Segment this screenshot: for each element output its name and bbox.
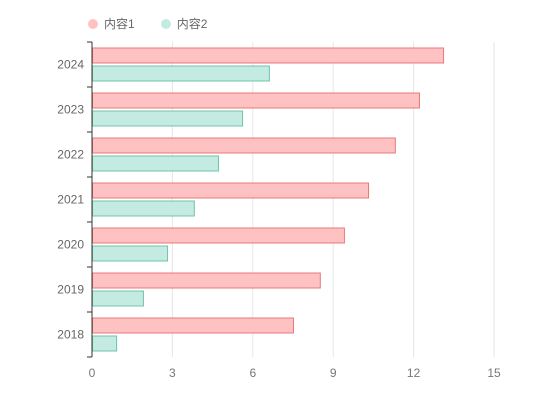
bar-series-1-2021[interactable] bbox=[92, 182, 370, 199]
bar-layer bbox=[92, 47, 445, 352]
y-tick-label-2018: 2018 bbox=[57, 328, 84, 342]
x-tick-label-15: 15 bbox=[487, 366, 501, 380]
legend: 内容1 内容2 bbox=[88, 15, 207, 32]
bar-series-2-2021[interactable] bbox=[92, 200, 195, 217]
y-tick-label-2023: 2023 bbox=[57, 103, 84, 117]
y-tick-label-2020: 2020 bbox=[57, 238, 84, 252]
bar-series-1-2023[interactable] bbox=[92, 92, 420, 109]
axis-layer: 0 3 6 9 12 15 2018 2019 2020 2021 2022 2023 2024 bbox=[57, 41, 501, 380]
legend-item-series-1[interactable]: 内容1 bbox=[88, 15, 135, 32]
bar-series-2-2018[interactable] bbox=[92, 335, 118, 352]
bar-series-2-2023[interactable] bbox=[92, 110, 244, 127]
bar-series-1-2022[interactable] bbox=[92, 137, 396, 154]
bar-series-2-2022[interactable] bbox=[92, 155, 219, 172]
bar-series-1-2024[interactable] bbox=[92, 47, 445, 64]
x-tick-label-12: 12 bbox=[407, 366, 421, 380]
bar-series-2-2020[interactable] bbox=[92, 245, 169, 262]
y-tick-label-2024: 2024 bbox=[57, 58, 84, 72]
x-tick-label-0: 0 bbox=[89, 366, 96, 380]
bar-series-1-2019[interactable] bbox=[92, 272, 321, 289]
legend-item-series-2[interactable]: 内容2 bbox=[160, 15, 208, 32]
bar-series-1-2018[interactable] bbox=[92, 317, 294, 334]
legend-swatch-series-1 bbox=[88, 18, 98, 29]
y-tick-label-2022: 2022 bbox=[57, 148, 84, 162]
grid-layer bbox=[171, 42, 495, 357]
bar-series-2-2019[interactable] bbox=[92, 290, 144, 307]
y-tick-label-2021: 2021 bbox=[57, 193, 84, 207]
bar-series-1-2020[interactable] bbox=[92, 227, 345, 244]
y-tick-label-2019: 2019 bbox=[57, 283, 84, 297]
x-tick-label-9: 9 bbox=[330, 366, 337, 380]
legend-swatch-series-2 bbox=[160, 18, 171, 29]
legend-label-series-2: 内容2 bbox=[176, 17, 208, 31]
bar-series-2-2024[interactable] bbox=[92, 65, 270, 82]
x-tick-label-6: 6 bbox=[249, 366, 256, 380]
x-tick-label-3: 3 bbox=[169, 366, 176, 380]
legend-label-series-1: 内容1 bbox=[104, 17, 135, 31]
